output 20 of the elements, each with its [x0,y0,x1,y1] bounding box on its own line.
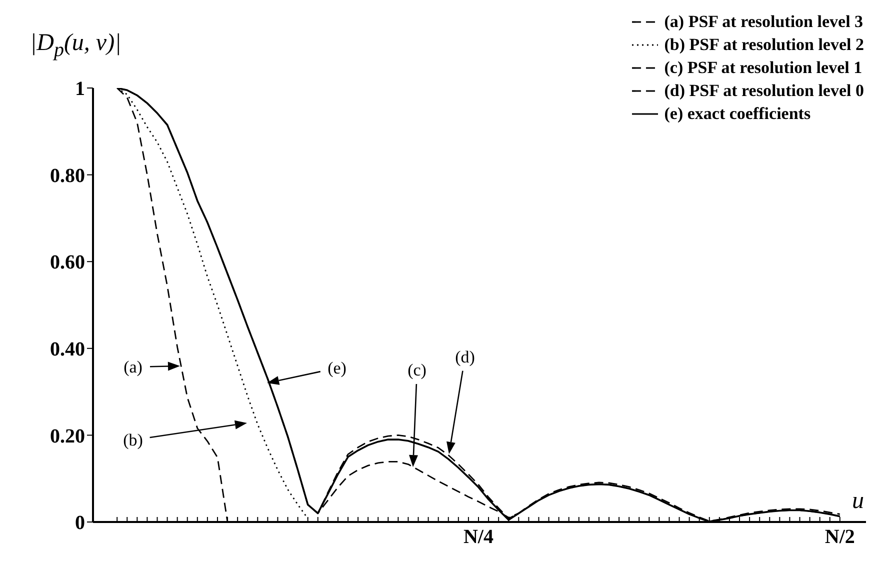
annotation: (b) [123,430,143,450]
y-tick-label: 0 [75,512,85,534]
y-tick-label: 0.40 [50,338,85,360]
legend-label: (d) PSF at resolution level 0 [664,80,864,102]
annotation: (e) [328,358,346,378]
x-axis-title: u [852,488,864,514]
y-tick-label: 0.80 [50,164,85,187]
legend-label: (a) PSF at resolution level 3 [664,11,864,33]
y-tick-label: 0.60 [50,252,85,274]
annotation: (a) [124,358,142,376]
y-tick-label: 0.20 [50,425,85,448]
annotation: (d) [455,348,475,366]
legend-label: (b) PSF at resolution level 2 [664,34,864,56]
x-tick-label: N/4 [463,526,494,548]
y-tick-label: 1 [75,78,85,100]
x-tick-label: N/2 [824,526,855,548]
annotation: (c) [408,360,426,380]
legend-label: (c) PSF at resolution level 1 [664,57,862,79]
y-axis-title: |D$_{p}$(u, v)| [30,30,122,62]
legend-label: (e) exact coefficients [664,103,811,125]
